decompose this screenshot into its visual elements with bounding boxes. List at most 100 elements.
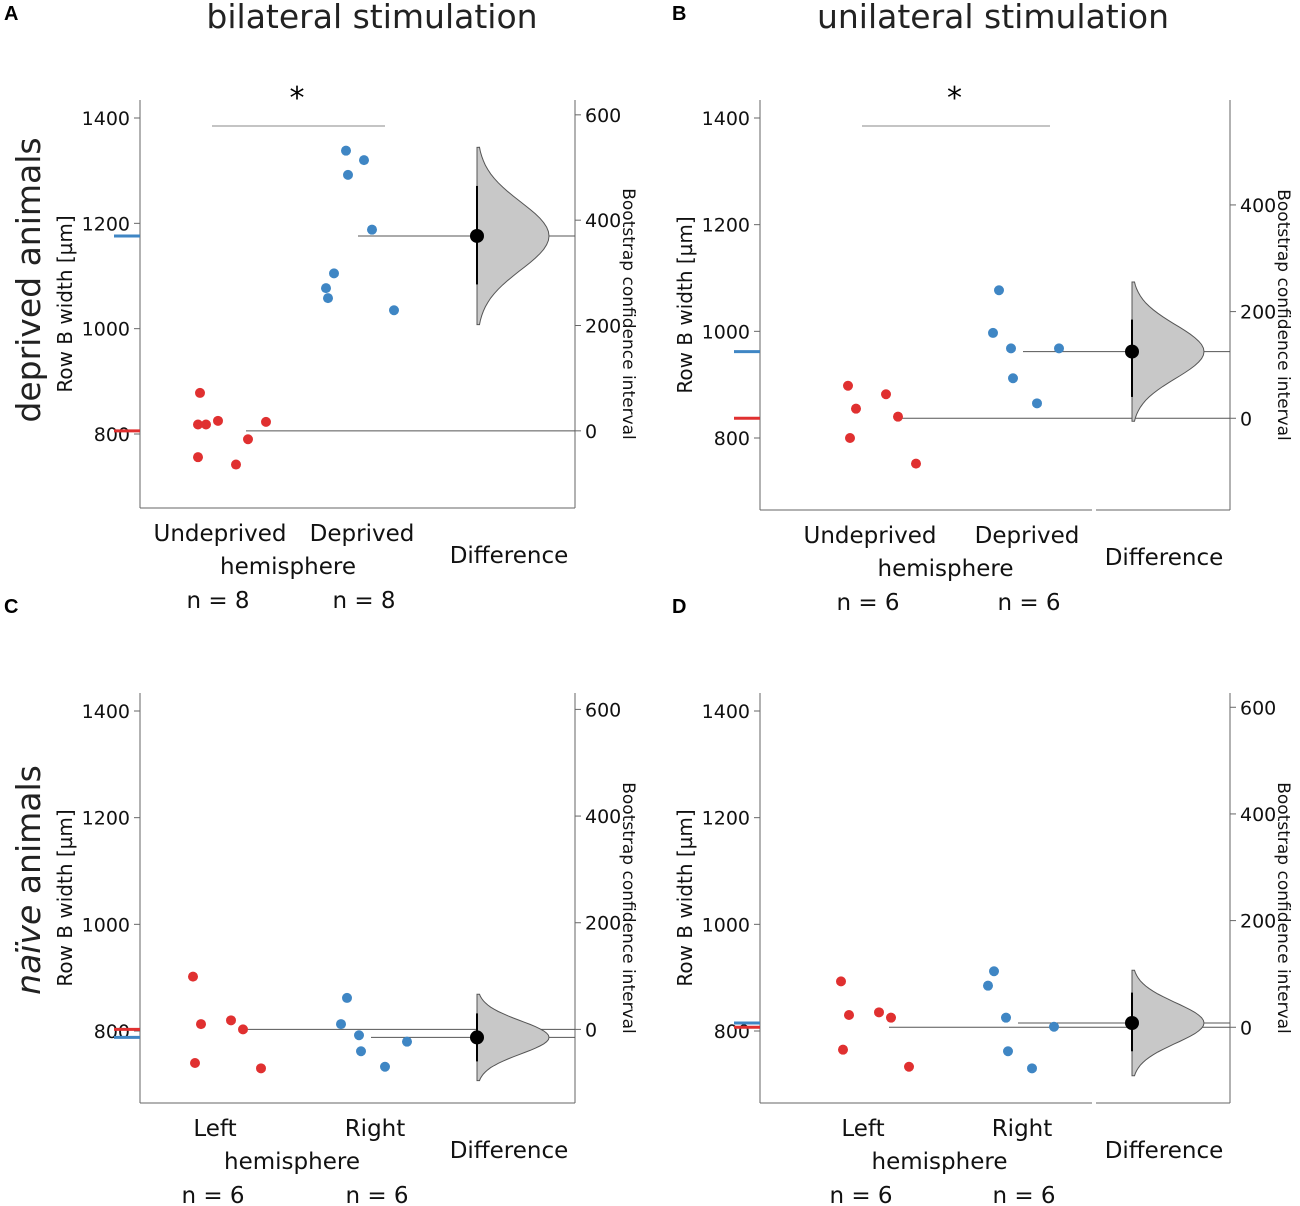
y2-axis-label: Bootstrap confidence interval xyxy=(1273,189,1293,441)
data-point-undeprived xyxy=(195,387,205,398)
y-axis-label: Row B width [µm] xyxy=(53,809,77,986)
column-title-bilateral: bilateral stimulation xyxy=(206,0,537,36)
y-tick-label: 1400 xyxy=(82,701,130,723)
y-tick-label: 1200 xyxy=(702,808,750,830)
data-point-deprived xyxy=(1008,373,1018,384)
data-point-left xyxy=(256,1063,266,1074)
y-tick-label: 1000 xyxy=(82,319,130,341)
panel-c: C 800 1000 1200 1400 0 200 400 600 Row B width [µ… xyxy=(4,596,638,1206)
y2-tick-label: 200 xyxy=(1240,911,1276,933)
difference-mean-point xyxy=(1125,344,1139,359)
data-point-left xyxy=(196,1019,206,1030)
data-point-deprived xyxy=(367,224,377,235)
y2-tick-label: 600 xyxy=(1240,697,1276,719)
data-point-deprived xyxy=(1006,343,1016,354)
data-point-right xyxy=(989,966,999,977)
category-label-1: Undeprived xyxy=(804,523,937,549)
n-label-2: n = 6 xyxy=(997,590,1060,616)
category-label-2: Right xyxy=(345,1116,406,1142)
data-point-left xyxy=(836,976,846,987)
group-title: hemisphere xyxy=(220,554,356,580)
category-label-2: Deprived xyxy=(975,523,1080,549)
bootstrap-distribution xyxy=(1131,281,1205,422)
data-point-left xyxy=(838,1044,848,1055)
y2-tick-label: 200 xyxy=(585,316,621,338)
data-point-undeprived xyxy=(911,458,921,469)
y2-tick-label: 0 xyxy=(1240,1017,1252,1039)
n-label-1: n = 6 xyxy=(181,1183,244,1206)
data-point-undeprived xyxy=(243,434,253,445)
difference-mean-point xyxy=(470,1030,484,1045)
data-point-undeprived xyxy=(843,380,853,391)
n-label-2: n = 8 xyxy=(332,588,395,614)
significance-star: * xyxy=(290,81,305,116)
y2-tick-label: 0 xyxy=(1240,408,1252,430)
data-point-undeprived xyxy=(261,416,271,427)
y-tick-label: 800 xyxy=(714,428,750,450)
n-label-2: n = 6 xyxy=(345,1183,408,1206)
y-tick-label: 1000 xyxy=(82,914,130,936)
category-label-difference: Difference xyxy=(450,1138,569,1164)
data-point-undeprived xyxy=(231,459,241,470)
y2-tick-label: 0 xyxy=(585,421,597,443)
data-point-left xyxy=(886,1012,896,1023)
y2-tick-label: 400 xyxy=(585,806,621,828)
y-tick-label: 1000 xyxy=(702,321,750,343)
category-label-2: Right xyxy=(992,1116,1053,1142)
panel-a: A 800 1000 1200 1400 0 200 400 600 Row B width [µ… xyxy=(4,3,638,614)
data-point-deprived xyxy=(343,169,353,180)
panel-letter-b: B xyxy=(672,3,686,25)
data-point-undeprived xyxy=(893,411,903,422)
bootstrap-distribution xyxy=(1131,969,1205,1077)
data-point-left xyxy=(190,1058,200,1068)
y2-axis-label: Bootstrap confidence interval xyxy=(1273,782,1293,1034)
data-point-deprived xyxy=(341,145,351,156)
y2-tick-label: 200 xyxy=(1240,302,1276,324)
y2-tick-label: 400 xyxy=(585,210,621,232)
y-tick-label: 1200 xyxy=(82,213,130,235)
category-label-difference: Difference xyxy=(450,543,569,569)
n-label-1: n = 6 xyxy=(836,590,899,616)
category-label-1: Left xyxy=(193,1116,236,1142)
group-title: hemisphere xyxy=(878,556,1014,582)
y2-tick-label: 400 xyxy=(1240,804,1276,826)
data-point-undeprived xyxy=(193,419,203,430)
data-point-right xyxy=(1003,1046,1013,1057)
y-tick-label: 1400 xyxy=(702,701,750,723)
data-point-deprived xyxy=(323,293,333,304)
n-label-1: n = 6 xyxy=(829,1183,892,1206)
category-label-1: Left xyxy=(841,1116,884,1142)
y-axis-label: Row B width [µm] xyxy=(673,216,697,393)
data-point-left xyxy=(904,1061,914,1072)
data-point-deprived xyxy=(1054,343,1064,354)
y2-axis-label: Bootstrap confidence interval xyxy=(618,782,638,1034)
n-label-1: n = 8 xyxy=(186,588,249,614)
data-point-undeprived xyxy=(201,419,211,430)
category-label-difference: Difference xyxy=(1105,545,1224,571)
data-point-undeprived xyxy=(881,389,891,400)
y2-tick-label: 400 xyxy=(1240,195,1276,217)
y-tick-label: 1200 xyxy=(702,215,750,237)
y-tick-label: 800 xyxy=(94,424,130,446)
y-tick-label: 1400 xyxy=(82,108,130,130)
data-point-left xyxy=(226,1015,236,1026)
y2-tick-label: 600 xyxy=(585,699,621,721)
bootstrap-distribution xyxy=(476,993,550,1082)
y-tick-label: 800 xyxy=(94,1021,130,1043)
data-point-right xyxy=(983,980,993,991)
row-label-deprived: deprived animals xyxy=(9,137,48,422)
y2-tick-label: 0 xyxy=(585,1019,597,1041)
data-point-right xyxy=(336,1019,346,1030)
y2-tick-label: 600 xyxy=(585,105,621,127)
bootstrap-distribution xyxy=(476,146,550,326)
data-point-undeprived xyxy=(845,433,855,443)
difference-mean-point xyxy=(1125,1016,1139,1030)
y-tick-label: 1000 xyxy=(702,914,750,936)
data-point-left xyxy=(238,1024,248,1035)
data-point-right xyxy=(402,1036,412,1047)
data-point-undeprived xyxy=(193,452,203,463)
data-point-left xyxy=(874,1007,884,1018)
data-point-deprived xyxy=(988,327,998,338)
data-point-right xyxy=(354,1030,364,1041)
